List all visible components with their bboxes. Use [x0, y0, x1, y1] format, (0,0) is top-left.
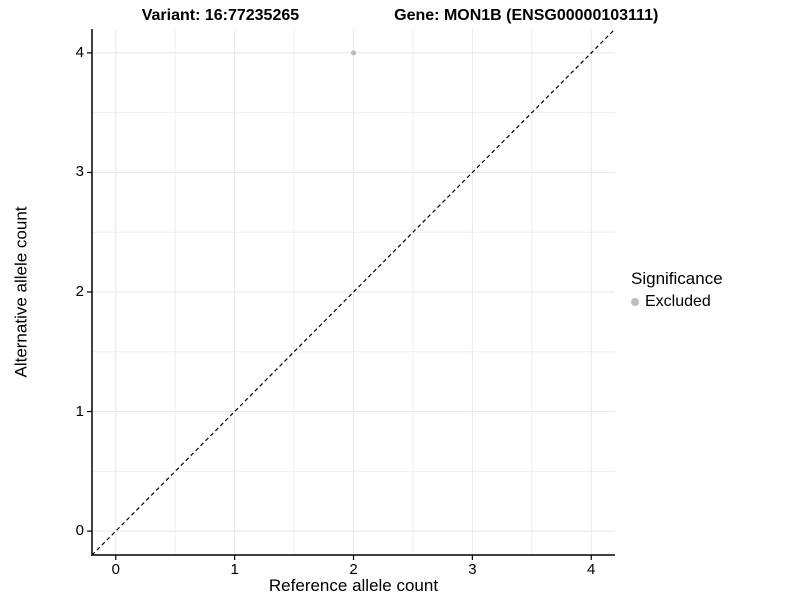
x-tick-label: 0 [111, 561, 120, 578]
x-axis-title: Reference allele count [268, 576, 439, 595]
legend-item-label: Excluded [645, 293, 711, 310]
y-tick-label: 2 [75, 283, 84, 300]
y-axis-title: Alternative allele count [12, 206, 32, 378]
y-tick-label: 3 [75, 163, 84, 181]
legend: Significance Excluded [631, 268, 723, 311]
legend-item-excluded: Excluded [631, 292, 723, 311]
excluded-marker-icon [631, 297, 639, 306]
x-tick-label: 3 [468, 561, 477, 578]
x-tick-label: 4 [587, 561, 596, 578]
legend-title: Significance [631, 269, 723, 288]
y-tick-label: 1 [75, 402, 84, 420]
y-axis-title-wrap: Alternative allele count [2, 29, 42, 555]
x-tick-label: 2 [349, 561, 358, 578]
plot-header: Variant: 16:77235265 Gene: MON1B (ENSG00… [0, 6, 800, 25]
x-tick-label: 1 [230, 561, 239, 578]
variant-title: Variant: 16:77235265 [141, 7, 300, 24]
y-tick-label: 0 [75, 522, 84, 540]
y-tick-label: 4 [75, 43, 84, 61]
data-point [350, 50, 357, 56]
gene-title: Gene: MON1B (ENSG00000103111) [394, 7, 659, 24]
identity-line [91, 28, 616, 556]
